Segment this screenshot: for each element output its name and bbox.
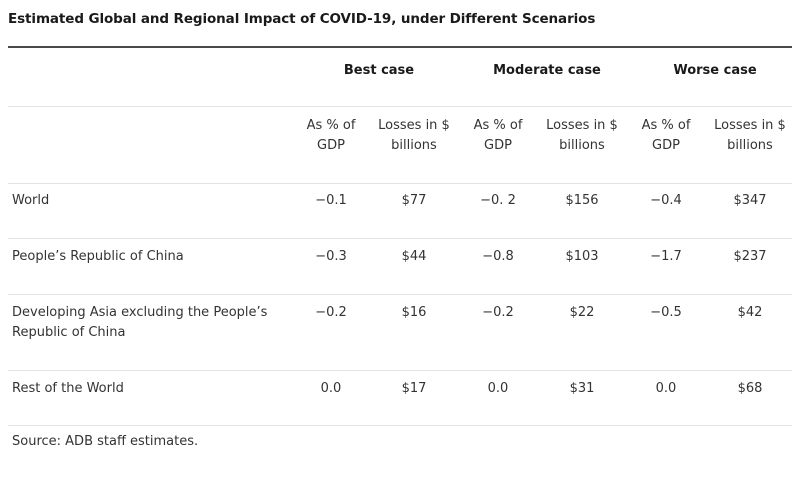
cell-best-gdp: −0.3 bbox=[315, 249, 347, 264]
row-rule bbox=[8, 238, 792, 239]
cell-moderate-gdp: −0.2 bbox=[482, 305, 514, 320]
cell-moderate-gdp: −0. 2 bbox=[480, 193, 516, 208]
cell-moderate-gdp: −0.8 bbox=[482, 249, 514, 264]
cell-best-losses: $17 bbox=[401, 381, 427, 396]
subheader-line: As % of bbox=[641, 118, 691, 133]
cell-worse-gdp: −0.4 bbox=[650, 193, 682, 208]
subheader-worse-losses: Losses in $ billions bbox=[707, 116, 793, 156]
subheader-line: billions bbox=[391, 138, 437, 153]
cell-worse-losses: $347 bbox=[733, 193, 767, 208]
cell-best-losses: $44 bbox=[401, 249, 427, 264]
cell-moderate-losses: $31 bbox=[569, 381, 595, 396]
subheader-best-losses: Losses in $ billions bbox=[371, 116, 457, 156]
row-rule bbox=[8, 294, 792, 295]
subheader-rule bbox=[8, 183, 792, 184]
subheader-line: As % of bbox=[306, 118, 356, 133]
group-header-rule bbox=[8, 106, 792, 107]
row-label-line: Rest of the World bbox=[12, 381, 124, 396]
subheader-line: Losses in $ bbox=[546, 118, 618, 133]
subheader-best-gdp: As % of GDP bbox=[296, 116, 366, 156]
subheader-line: GDP bbox=[652, 138, 680, 153]
row-label: World bbox=[12, 191, 272, 211]
row-label: Developing Asia excluding the People’s R… bbox=[12, 303, 272, 343]
subheader-line: billions bbox=[559, 138, 605, 153]
top-rule bbox=[8, 46, 792, 48]
group-header-moderate-case: Moderate case bbox=[493, 63, 601, 78]
cell-worse-gdp: −1.7 bbox=[650, 249, 682, 264]
group-header-best-case: Best case bbox=[343, 63, 415, 78]
subheader-moderate-gdp: As % of GDP bbox=[463, 116, 533, 156]
subheader-line: Losses in $ bbox=[378, 118, 450, 133]
row-label: People’s Republic of China bbox=[12, 247, 272, 267]
row-label: Rest of the World bbox=[12, 379, 272, 399]
subheader-line: GDP bbox=[484, 138, 512, 153]
subheader-line: As % of bbox=[473, 118, 523, 133]
subheader-line: Losses in $ bbox=[714, 118, 786, 133]
cell-moderate-losses: $156 bbox=[565, 193, 599, 208]
subheader-line: billions bbox=[727, 138, 773, 153]
cell-best-gdp: −0.1 bbox=[315, 193, 347, 208]
subheader-line: GDP bbox=[317, 138, 345, 153]
source-note: Source: ADB staff estimates. bbox=[12, 434, 199, 449]
bottom-rule bbox=[8, 425, 792, 426]
cell-best-gdp: −0.2 bbox=[315, 305, 347, 320]
cell-worse-gdp: 0.0 bbox=[655, 381, 677, 396]
subheader-worse-gdp: As % of GDP bbox=[631, 116, 701, 156]
cell-worse-losses: $42 bbox=[737, 305, 763, 320]
cell-worse-gdp: −0.5 bbox=[650, 305, 682, 320]
row-label-line: Developing Asia excluding the People’s bbox=[12, 305, 268, 320]
cell-moderate-losses: $22 bbox=[569, 305, 595, 320]
cell-moderate-losses: $103 bbox=[565, 249, 599, 264]
cell-best-losses: $16 bbox=[401, 305, 427, 320]
row-label-line: Republic of China bbox=[12, 325, 126, 340]
cell-worse-losses: $237 bbox=[733, 249, 767, 264]
cell-best-gdp: 0.0 bbox=[320, 381, 342, 396]
cell-worse-losses: $68 bbox=[737, 381, 763, 396]
row-label-line: World bbox=[12, 193, 50, 208]
cell-best-losses: $77 bbox=[401, 193, 427, 208]
row-rule bbox=[8, 370, 792, 371]
cell-moderate-gdp: 0.0 bbox=[487, 381, 509, 396]
subheader-moderate-losses: Losses in $ billions bbox=[539, 116, 625, 156]
row-label-line: People’s Republic of China bbox=[12, 249, 184, 264]
table-title: Estimated Global and Regional Impact of … bbox=[8, 11, 596, 27]
group-header-worse-case: Worse case bbox=[673, 63, 757, 78]
